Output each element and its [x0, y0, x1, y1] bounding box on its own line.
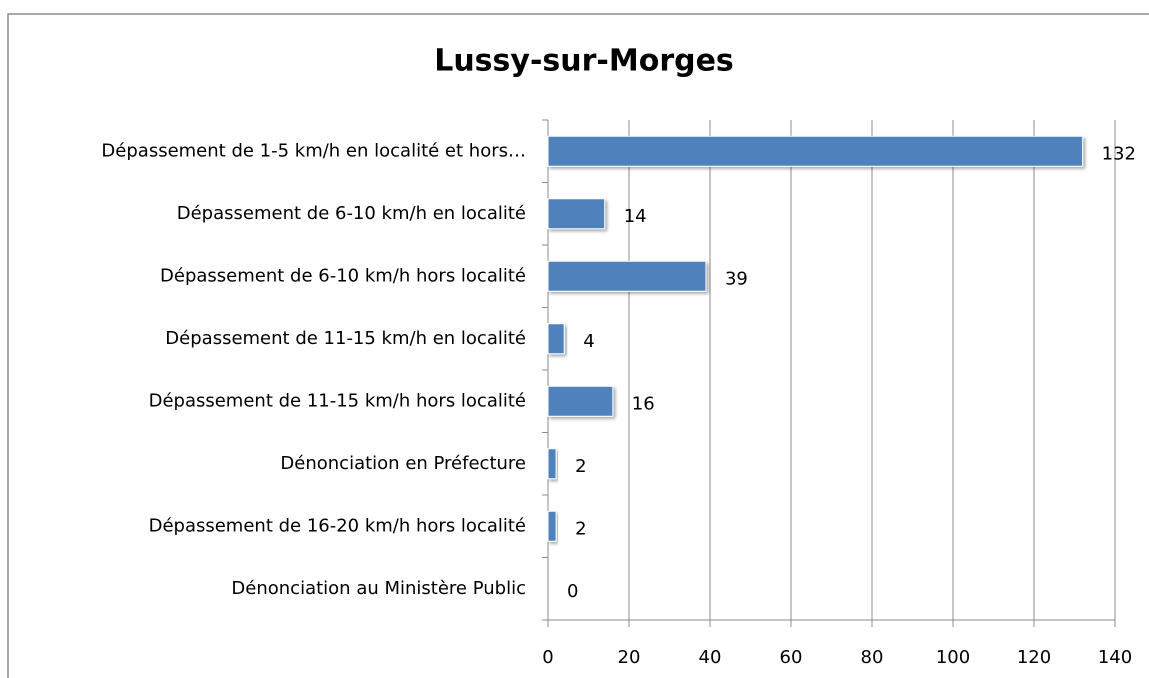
chart-frame — [7, 13, 1149, 678]
bar — [547, 385, 614, 417]
x-tick-label: 20 — [618, 647, 641, 668]
x-tick-label: 40 — [699, 647, 722, 668]
data-label: 2 — [575, 518, 586, 539]
data-label: 0 — [567, 581, 578, 602]
data-label: 4 — [583, 331, 594, 352]
chart-title: Lussy-sur-Morges — [434, 44, 734, 79]
x-tick-label: 80 — [861, 647, 884, 668]
data-label: 132 — [1102, 143, 1136, 164]
y-tick-label: Dépassement de 1-5 km/h en localité et h… — [101, 140, 526, 161]
y-tick-label: Dépassement de 11-15 km/h hors localité — [149, 390, 526, 411]
data-label: 14 — [624, 206, 647, 227]
bar — [547, 323, 565, 355]
data-label: 16 — [632, 393, 655, 414]
data-label: 2 — [575, 456, 586, 477]
bar — [547, 448, 557, 480]
x-tick-label: 140 — [1098, 647, 1132, 668]
x-tick-label: 60 — [780, 647, 803, 668]
y-tick-label: Dépassement de 6-10 km/h hors localité — [160, 265, 526, 286]
x-tick-label: 100 — [936, 647, 970, 668]
y-tick-label: Dénonciation au Ministère Public — [231, 578, 526, 599]
x-tick-label: 0 — [542, 647, 553, 668]
bar — [547, 260, 707, 292]
data-label: 39 — [725, 268, 748, 289]
y-tick-label: Dépassement de 6-10 km/h en localité — [177, 203, 526, 224]
y-tick-label: Dépassement de 16-20 km/h hors localité — [149, 515, 526, 536]
x-tick-label: 120 — [1017, 647, 1051, 668]
bar — [547, 135, 1084, 167]
y-tick-label: Dépassement de 11-15 km/h en localité — [165, 328, 526, 349]
bar — [547, 510, 557, 542]
bar — [547, 198, 606, 230]
y-tick-label: Dénonciation en Préfecture — [280, 453, 526, 474]
